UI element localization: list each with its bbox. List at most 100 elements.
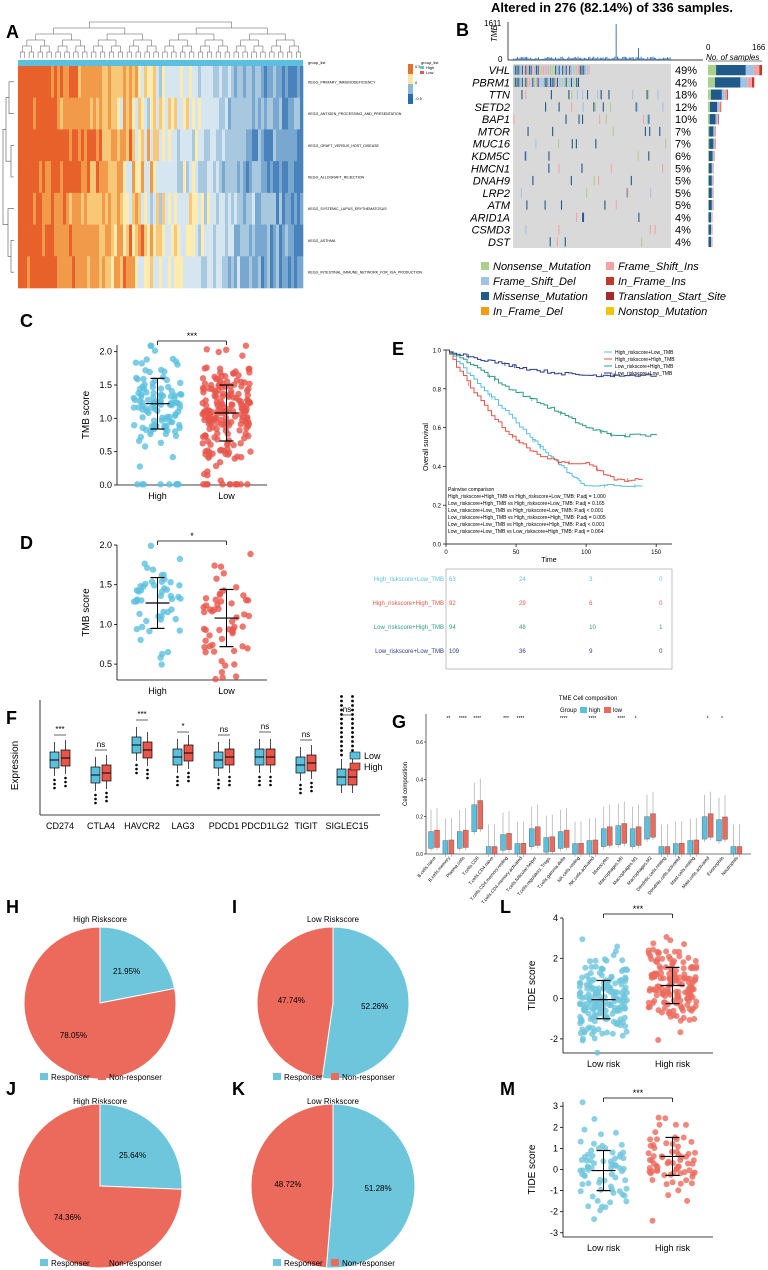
heatmap-cell [93, 192, 97, 225]
heatmap-cell [33, 66, 37, 99]
pie-label-responder: 25.64% [119, 1151, 146, 1160]
gene-pct: 42% [675, 77, 697, 89]
x-tick-label: 0 [444, 550, 448, 556]
heatmap-cell [90, 161, 94, 194]
side-bar-segment [753, 65, 760, 76]
heatmap-cell [42, 129, 46, 162]
outlier-point [258, 775, 261, 779]
data-point [215, 348, 222, 356]
mutation-cell [524, 151, 526, 161]
heatmap-cell [156, 129, 160, 162]
tmb-bar [522, 57, 524, 60]
heatmap-cell [81, 66, 85, 99]
tmb-bar [593, 56, 595, 60]
heatmap-cell [150, 256, 154, 289]
side-bar-segment [711, 199, 713, 211]
legend-label: Low [364, 751, 381, 761]
heatmap-cell [69, 129, 73, 162]
mutation-cell [572, 77, 574, 88]
heatmap-cell [30, 129, 34, 162]
y-tick-label: 1.5 [99, 380, 112, 390]
mutation-cell [586, 90, 589, 100]
mutation-cell [525, 77, 527, 88]
legend-label: Non-responser [342, 1073, 395, 1082]
heatmap-cell [222, 97, 226, 130]
heatmap-cell [162, 129, 166, 162]
risk-table-count: 6 [589, 601, 593, 607]
legend-label: Responser [51, 1073, 90, 1082]
x-group-label: High risk [655, 1243, 691, 1253]
outlier-point [176, 779, 179, 783]
outlier-point [105, 791, 108, 795]
heatmap-cell [180, 129, 184, 162]
panel-label-l: L [500, 897, 511, 917]
data-point [167, 579, 174, 586]
heatmap-cell [300, 224, 304, 257]
heatmap-cell [135, 66, 139, 99]
legend-label: Responser [284, 1073, 323, 1082]
gene-label: ARID1A [469, 212, 510, 224]
y-tick-label: 2 [553, 1122, 558, 1132]
data-point [577, 1138, 584, 1145]
data-point [614, 943, 621, 950]
heatmap-cell [234, 224, 238, 257]
heatmap-cell [39, 224, 43, 257]
heatmap-cell [138, 97, 142, 130]
heatmap-cell [222, 256, 226, 289]
heatmap-cell [213, 129, 217, 162]
heatmap-cell [240, 192, 244, 225]
heatmap-cell [276, 66, 280, 99]
mutation-cell [525, 90, 527, 100]
heatmap-cell [141, 97, 145, 130]
side-bar-segment [708, 77, 715, 88]
data-point [157, 481, 164, 488]
heatmap-cell [144, 192, 148, 225]
heatmap-cell [135, 192, 139, 225]
mutation-cell [593, 175, 595, 186]
heatmap-cell [78, 97, 82, 130]
heatmap-cell [177, 224, 181, 257]
tmb-bar [607, 58, 609, 60]
heatmap-cell [243, 161, 247, 194]
data-point [141, 381, 148, 388]
significance-label: ns [261, 722, 269, 731]
dendrogram-branch [91, 51, 97, 58]
heatmap-cell [171, 97, 175, 130]
tmb-bar [568, 56, 570, 60]
heatmap-cell [243, 192, 247, 225]
heatmap-cell [51, 224, 55, 257]
data-point [580, 1035, 586, 1042]
heatmap-cell [126, 224, 130, 257]
heatmap-cell [252, 129, 256, 162]
heatmap-cell [177, 256, 181, 289]
significance-label: *** [633, 1088, 644, 1098]
heatmap-cell [147, 66, 151, 99]
data-point [651, 1160, 657, 1167]
data-point [214, 410, 221, 418]
heatmap-cell [123, 192, 127, 225]
data-point [655, 1007, 662, 1014]
mutation-cell [605, 114, 607, 124]
heatmap-cell [153, 129, 157, 162]
y-tick-label: -3 [550, 1228, 558, 1238]
heatmap-cell [144, 161, 148, 194]
outlier-point [351, 708, 354, 712]
data-point [143, 389, 150, 396]
box [650, 813, 656, 838]
mutation-cell [582, 212, 585, 222]
mutation-cell [548, 65, 550, 75]
x-tick-label: SIGLEC15 [325, 821, 368, 831]
data-point [157, 439, 165, 446]
tmb-bar [518, 58, 520, 60]
heatmap-cell [84, 97, 88, 130]
data-point [212, 596, 219, 603]
heatmap-cell [66, 161, 70, 194]
data-point [201, 644, 208, 651]
heatmap-cell [87, 256, 91, 289]
outlier-point [351, 704, 354, 707]
dendrogram-branch [57, 45, 68, 52]
tmb-bar [664, 57, 666, 60]
mutation-cell [610, 102, 612, 112]
mutation-cell [588, 65, 590, 75]
side-bar-segment [708, 199, 709, 211]
